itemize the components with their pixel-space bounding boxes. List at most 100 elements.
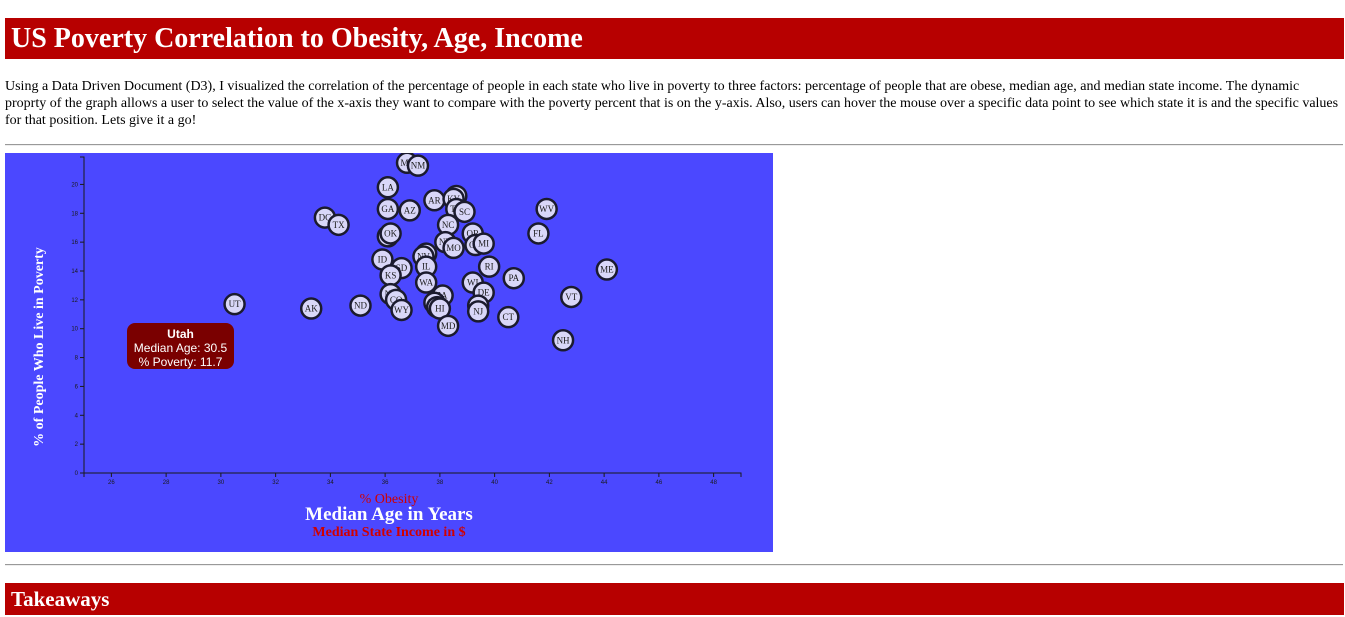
state-point-circle	[299, 297, 323, 320]
tooltip-median-age: Median Age: 30.5	[133, 341, 228, 355]
x-tick-label: 40	[491, 480, 498, 486]
state-point-label: NM	[411, 161, 426, 171]
state-point-circle	[442, 236, 465, 260]
state-point-label: DC	[319, 213, 332, 223]
state-point[interactable]: AZ	[398, 199, 422, 222]
state-point[interactable]: LA	[376, 176, 400, 199]
state-point-label: MD	[441, 321, 456, 331]
state-point[interactable]: OK	[379, 222, 402, 245]
state-point-label: WV	[539, 204, 554, 214]
state-point-label: WA	[419, 278, 433, 288]
state-point[interactable]: MD	[436, 314, 460, 338]
state-point[interactable]: MI	[472, 232, 495, 255]
state-point[interactable]: PA	[502, 266, 526, 290]
x-axis-line	[83, 472, 742, 477]
x-axis-option-income[interactable]: Median State Income in $	[312, 525, 466, 540]
state-point[interactable]: VT	[560, 285, 583, 309]
state-point-circle	[502, 266, 526, 290]
state-point[interactable]: CT	[497, 305, 520, 329]
y-axis-title: % of People Who Live in Poverty	[32, 247, 47, 447]
x-tick-label: 44	[601, 480, 608, 486]
y-tick-label: 16	[71, 240, 78, 246]
y-tick-label: 10	[71, 327, 78, 333]
state-point[interactable]: WY	[390, 298, 413, 322]
state-point[interactable]: KS	[379, 264, 402, 287]
y-tick-label: 0	[75, 471, 79, 477]
state-point-circle	[398, 199, 422, 222]
tooltip-state-name: Utah	[167, 327, 194, 341]
state-point-label: UT	[229, 299, 241, 309]
x-axis-option-obesity[interactable]: % Obesity	[359, 492, 419, 507]
y-tick-label: 6	[75, 384, 79, 390]
state-point-circle	[527, 222, 550, 245]
state-point-label: PA	[508, 273, 519, 283]
x-tick-label: 28	[163, 480, 170, 486]
state-point-label: OR	[466, 228, 479, 238]
state-point-circle	[376, 176, 400, 199]
state-point[interactable]: WV	[535, 197, 558, 221]
y-tick-label: 8	[75, 356, 79, 362]
y-axis-line	[80, 156, 85, 474]
state-point-label: KS	[385, 270, 397, 280]
state-point-circle	[453, 200, 476, 224]
state-point-label: MI	[478, 239, 489, 249]
state-point[interactable]: NM	[406, 154, 430, 177]
state-point[interactable]: GA	[376, 197, 400, 221]
x-tick-label: 34	[327, 480, 334, 486]
state-point[interactable]: TX	[327, 213, 350, 237]
x-tick-label: 30	[218, 480, 225, 486]
state-point[interactable]: NH	[551, 329, 575, 352]
state-point-label: LA	[382, 182, 394, 192]
state-point-circle	[406, 154, 430, 177]
state-point-label: SD	[396, 263, 408, 273]
y-tick-label: 18	[71, 211, 78, 217]
state-point-label: OK	[384, 228, 397, 238]
state-point[interactable]: WA	[414, 271, 438, 294]
state-point[interactable]: AK	[299, 297, 323, 320]
state-point-label: NC	[442, 220, 455, 230]
state-point-circle	[535, 197, 558, 221]
state-point-label: MS	[401, 158, 414, 168]
y-tick-label: 20	[71, 182, 78, 188]
x-axis-option-age[interactable]: Median Age in Years	[305, 504, 473, 525]
intro-paragraph: Using a Data Driven Document (D3), I vis…	[5, 79, 1339, 128]
state-point[interactable]: MO	[442, 236, 465, 260]
x-tick-label: 48	[710, 480, 717, 486]
state-point[interactable]: UT	[223, 292, 246, 316]
takeaways-heading: Takeaways	[11, 587, 110, 611]
x-tick-label: 46	[656, 480, 663, 486]
state-point[interactable]: ND	[349, 294, 372, 317]
state-point-label: AR	[428, 195, 441, 205]
state-point[interactable]: FL	[527, 222, 550, 245]
page-title: US Poverty Correlation to Obesity, Age, …	[11, 23, 583, 54]
state-point[interactable]: AR	[423, 189, 446, 212]
state-point[interactable]: ME	[595, 258, 619, 281]
state-point-label: SC	[459, 207, 470, 217]
x-tick-label: 32	[272, 480, 279, 486]
state-point-label: RI	[485, 262, 494, 272]
state-point[interactable]: SC	[453, 200, 476, 224]
state-point-circle	[560, 285, 583, 309]
state-point-circle	[379, 222, 402, 245]
state-point[interactable]: RI	[477, 255, 501, 278]
chart-container: 0 2 4 6 8 10 12 14 16 18 20 26 28 30 32 34 36 38 40 42 44 46 4…	[5, 153, 773, 552]
state-point-circle	[390, 298, 413, 322]
state-point-label: CO	[390, 295, 403, 305]
y-tick-label: 12	[71, 298, 78, 304]
state-point-circle	[595, 258, 619, 281]
state-point-circle	[349, 294, 372, 317]
y-tick-label: 4	[75, 413, 79, 419]
data-point-tooltip: Utah Median Age: 30.5 % Poverty: 11.7	[127, 323, 234, 369]
state-point-label: CT	[503, 312, 515, 322]
title-banner: US Poverty Correlation to Obesity, Age, …	[5, 18, 1344, 59]
state-point-circle	[414, 271, 438, 294]
state-point-label: TX	[333, 220, 345, 230]
state-point-label: HI	[435, 304, 445, 314]
tooltip-poverty: % Poverty: 11.7	[138, 355, 223, 369]
state-point-label: ID	[378, 254, 388, 264]
y-tick-label: 14	[71, 269, 78, 275]
x-tick-label: 42	[546, 480, 553, 486]
x-tick-label: 26	[108, 480, 115, 486]
state-point[interactable]: NJ	[466, 300, 490, 323]
